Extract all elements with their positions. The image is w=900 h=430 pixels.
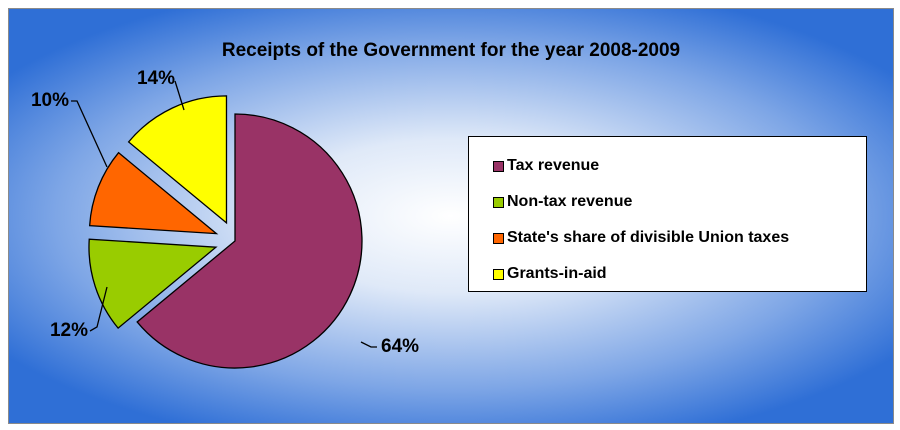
- pie-slice-state-share: [88, 151, 219, 235]
- pie-slice-non-tax-revenue: [88, 238, 218, 330]
- legend-swatch-tax-revenue: [493, 160, 504, 172]
- pie-slice-grants-in-aid: [127, 95, 228, 225]
- legend-label-grants-in-aid: Grants-in-aid: [507, 265, 607, 282]
- legend-label-non-tax-revenue: Non-tax revenue: [507, 193, 633, 210]
- legend-item-grants-in-aid: Grants-in-aid: [493, 263, 607, 285]
- legend: Tax revenue Non-tax revenue State's shar…: [468, 136, 867, 292]
- leader-line-non-tax-revenue: [89, 286, 108, 332]
- data-label-state-share: 10%: [31, 90, 69, 111]
- pie-chart: 64% 12% 10% 14%: [31, 68, 419, 369]
- leader-line-state-share: [71, 100, 108, 168]
- legend-label-tax-revenue: Tax revenue: [507, 157, 600, 174]
- legend-item-state-share: State's share of divisible Union taxes: [493, 227, 789, 249]
- pie-slice-tax-revenue: [136, 113, 363, 369]
- legend-swatch-non-tax-revenue: [493, 196, 504, 208]
- legend-item-non-tax-revenue: Non-tax revenue: [493, 191, 632, 213]
- leader-line-grants-in-aid: [174, 80, 185, 111]
- data-label-grants-in-aid: 14%: [137, 68, 175, 89]
- data-label-non-tax-revenue: 12%: [50, 320, 88, 341]
- legend-swatch-grants-in-aid: [493, 268, 504, 280]
- chart-frame: Receipts of the Government for the year …: [8, 8, 894, 424]
- leader-line-tax-revenue: [360, 341, 377, 348]
- legend-swatch-state-share: [493, 232, 504, 244]
- legend-label-state-share: State's share of divisible Union taxes: [507, 229, 790, 246]
- legend-item-tax-revenue: Tax revenue: [493, 155, 599, 177]
- chart-title: Receipts of the Government for the year …: [221, 40, 681, 61]
- data-label-tax-revenue: 64%: [381, 336, 419, 357]
